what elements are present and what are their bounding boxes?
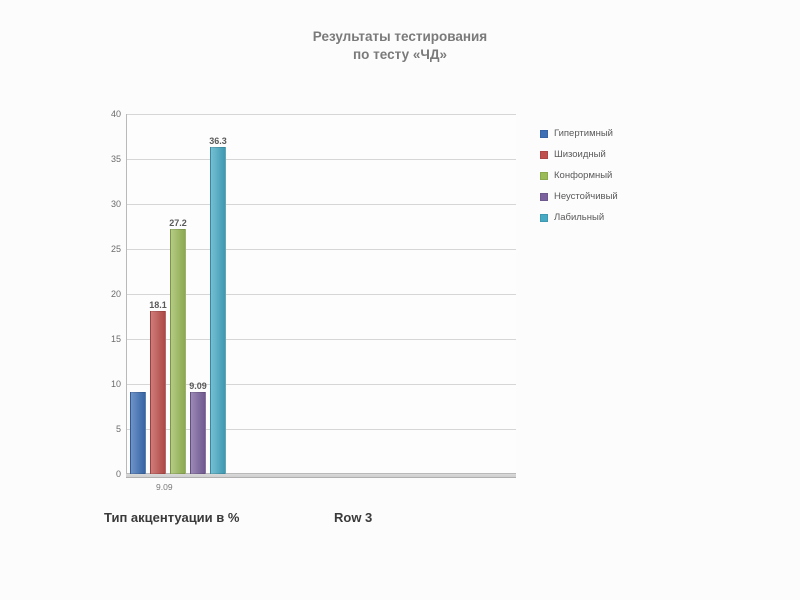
bar-Шизоидный: 18.1 bbox=[150, 311, 166, 474]
x-axis-labels: Тип акцентуации в % Row 3 bbox=[104, 510, 534, 525]
legend-item: Лабильный bbox=[540, 212, 618, 223]
bar-value-label: 18.1 bbox=[149, 300, 167, 310]
bar-Лабильный: 36.3 bbox=[210, 147, 226, 474]
chart-title-line1: Результаты тестирования bbox=[0, 28, 800, 46]
bars-group: 18.127.29.0936.3 bbox=[130, 114, 260, 474]
legend-swatch bbox=[540, 151, 548, 159]
bar-Конформный: 27.2 bbox=[170, 229, 186, 474]
legend-label: Неустойчивый bbox=[554, 191, 618, 202]
bar-chart: 18.127.29.0936.3 9.09 0510152025303540 bbox=[96, 114, 516, 504]
legend-item: Шизоидный bbox=[540, 149, 618, 160]
chart-floor bbox=[126, 474, 516, 478]
legend-item: Конформный bbox=[540, 170, 618, 181]
legend-swatch bbox=[540, 172, 548, 180]
chart-title-line2: по тесту «ЧД» bbox=[0, 46, 800, 64]
y-tick-label: 25 bbox=[97, 244, 121, 254]
bar-value-label: 9.09 bbox=[189, 381, 207, 391]
chart-title: Результаты тестирования по тесту «ЧД» bbox=[0, 0, 800, 64]
bar-Гипертимный bbox=[130, 392, 146, 474]
legend-label: Шизоидный bbox=[554, 149, 606, 160]
y-tick-label: 20 bbox=[97, 289, 121, 299]
y-tick-label: 5 bbox=[97, 424, 121, 434]
x-axis-label-1: Тип акцентуации в % bbox=[104, 510, 334, 525]
legend-item: Гипертимный bbox=[540, 128, 618, 139]
y-tick-label: 15 bbox=[97, 334, 121, 344]
legend-item: Неустойчивый bbox=[540, 191, 618, 202]
legend-label: Конформный bbox=[554, 170, 612, 181]
legend-label: Гипертимный bbox=[554, 128, 613, 139]
x-group-value-label: 9.09 bbox=[156, 482, 173, 492]
legend-swatch bbox=[540, 130, 548, 138]
legend-swatch bbox=[540, 214, 548, 222]
y-tick-label: 0 bbox=[97, 469, 121, 479]
y-tick-label: 40 bbox=[97, 109, 121, 119]
bar-value-label: 36.3 bbox=[209, 136, 227, 146]
legend-label: Лабильный bbox=[554, 212, 604, 223]
y-tick-label: 30 bbox=[97, 199, 121, 209]
bar-Неустойчивый: 9.09 bbox=[190, 392, 206, 474]
bar-value-label: 27.2 bbox=[169, 218, 187, 228]
legend: Гипертимный Шизоидный Конформный Неустойчив… bbox=[540, 128, 618, 233]
x-axis-label-2: Row 3 bbox=[334, 510, 474, 525]
legend-swatch bbox=[540, 193, 548, 201]
y-tick-label: 35 bbox=[97, 154, 121, 164]
y-tick-label: 10 bbox=[97, 379, 121, 389]
